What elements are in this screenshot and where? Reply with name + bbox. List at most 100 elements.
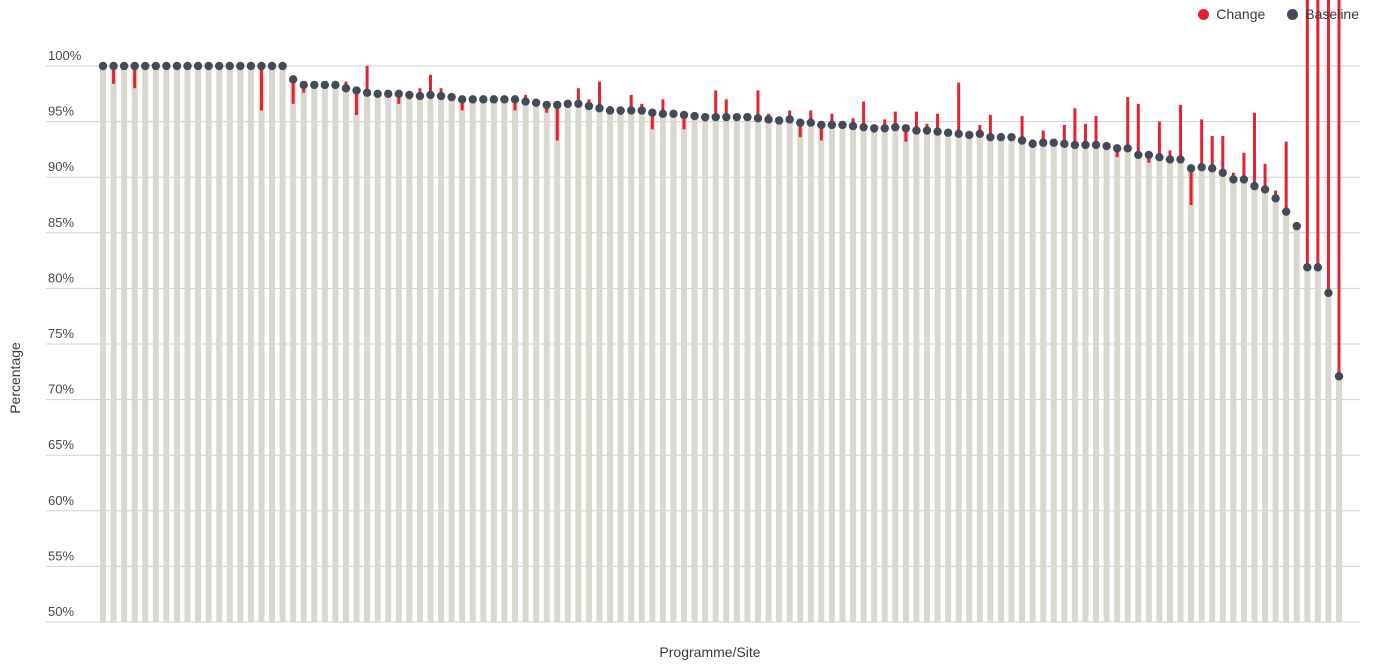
bar [913,130,920,622]
baseline-point [278,61,287,71]
bar [649,112,656,622]
baseline-point [331,80,340,90]
bar [850,126,857,622]
bar [1145,154,1152,622]
bar [997,137,1004,622]
bar [976,133,983,622]
bar [353,90,360,623]
baseline-point [859,122,868,132]
baseline-point [1239,175,1249,184]
bar [1166,159,1173,622]
baseline-point [246,61,256,71]
baseline-point [310,80,319,90]
baseline-point [1028,139,1037,149]
bar [776,120,783,622]
bar [1156,157,1163,622]
baseline-point [711,112,720,122]
bar [966,134,973,622]
bar [723,117,730,622]
baseline-point [1313,263,1323,272]
baseline-point [595,104,604,113]
bar [1093,144,1100,622]
bar [670,113,677,622]
baseline-point [119,61,129,71]
baseline-point [299,80,308,90]
baseline-point [563,99,573,109]
y-tick-label: 75% [48,326,74,341]
baseline-point [1281,207,1291,216]
bar [1325,292,1332,622]
bar [955,133,962,622]
bar [585,106,592,623]
baseline-point [1017,136,1027,145]
baseline-point [943,128,953,137]
baseline-point [806,118,815,127]
baseline-point [553,100,562,110]
bar [100,66,106,622]
baseline-point [616,106,625,115]
bar [1209,168,1216,622]
baseline-point [1197,162,1206,172]
baseline-point [1144,150,1154,160]
baseline-point [753,114,763,123]
baseline-point [827,120,837,130]
y-tick-label: 90% [48,159,74,174]
bar [607,110,614,622]
bar [1314,267,1321,622]
bar [733,117,740,622]
bar [1251,186,1258,622]
bar [163,66,170,622]
baseline-point [489,95,499,104]
baseline-point [954,129,963,139]
bar [121,66,128,622]
y-tick-label: 60% [48,493,74,508]
baseline-point [1091,140,1101,150]
baseline-point [648,108,657,117]
bar [1019,140,1026,622]
bar [797,122,804,622]
baseline-point [796,118,805,127]
baseline-point [130,61,139,71]
bar [205,66,212,622]
bar [1230,179,1237,622]
bar [416,96,423,623]
bar [902,128,909,622]
baseline-point [1112,144,1122,153]
bar [1283,211,1290,622]
baseline-point [901,124,911,133]
baseline-point [1123,144,1132,153]
bar [628,110,635,622]
bar [1029,143,1036,622]
bar [469,99,476,623]
baseline-point [141,61,150,71]
bar [712,117,719,622]
baseline-point [996,132,1006,142]
baseline-point [1070,140,1080,150]
bar [300,84,307,623]
baseline-point [732,112,742,122]
bar [1177,159,1184,622]
bar [332,84,339,623]
baseline-point [1250,181,1259,191]
bar [1293,226,1300,623]
baseline-point [986,132,995,142]
bar [1114,148,1121,622]
baseline-point [257,61,266,71]
y-tick-label: 85% [48,215,74,230]
baseline-point [405,90,414,100]
bar [512,99,518,623]
baseline-point [912,126,921,135]
baseline-point [1049,138,1058,147]
baseline-dots [98,61,1344,381]
bar [554,104,561,623]
baseline-point [1176,155,1185,164]
bar [131,66,138,622]
baseline-point [510,95,520,104]
bar [216,66,223,622]
baseline-point [183,61,192,71]
baseline-point [627,106,636,115]
baseline-point [605,106,615,115]
baseline-point [236,61,245,71]
